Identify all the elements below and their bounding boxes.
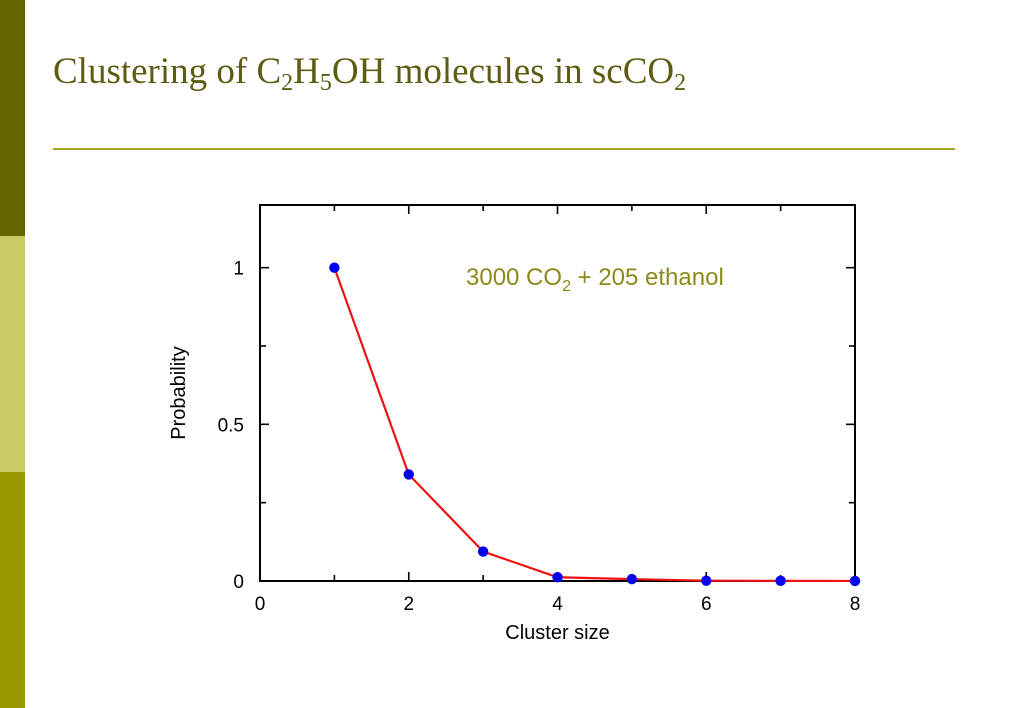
series-line xyxy=(333,267,856,583)
plot-frame xyxy=(259,204,856,582)
sidebar-band-bottom xyxy=(0,472,25,708)
data-point xyxy=(329,262,340,273)
chart-annotation: 3000 CO2 + 205 ethanol xyxy=(466,264,724,295)
title-divider xyxy=(53,148,955,150)
data-point xyxy=(775,575,786,587)
data-point xyxy=(403,469,414,480)
sidebar-band-middle xyxy=(0,236,25,472)
annotation-text: 3000 CO xyxy=(466,264,562,291)
data-point xyxy=(626,573,638,585)
probability-chart: 0 2 4 6 8 0 0.5 1 Cluster size Probability 3000 CO… xyxy=(168,204,861,644)
title-subscript: 2 xyxy=(281,70,294,96)
title-subscript: 5 xyxy=(319,70,332,96)
y-axis-label: Probability xyxy=(168,346,190,439)
title-text: Clustering of C xyxy=(53,51,282,92)
data-point xyxy=(701,575,712,586)
x-tick-label: 2 xyxy=(403,594,414,615)
title-subscript: 2 xyxy=(674,70,687,96)
title-text: H xyxy=(293,51,320,92)
y-tick-label: 1 xyxy=(233,259,244,280)
data-point xyxy=(849,575,861,587)
x-tick-label: 0 xyxy=(255,594,266,615)
y-tick-label: 0.5 xyxy=(218,415,244,436)
annotation-text: + 205 ethanol xyxy=(571,264,724,291)
x-tick-label: 4 xyxy=(552,594,563,615)
data-point xyxy=(552,572,563,583)
x-tick-label: 6 xyxy=(701,594,712,615)
y-tick-label: 0 xyxy=(233,572,244,593)
annotation-subscript: 2 xyxy=(562,278,571,295)
x-tick-label: 8 xyxy=(850,594,861,615)
sidebar-band-top xyxy=(0,0,25,236)
title-text: OH molecules in scCO xyxy=(331,51,675,92)
x-axis-label: Cluster size xyxy=(505,622,609,644)
data-point xyxy=(477,546,489,557)
slide-title: Clustering of C2H5OH molecules in scCO2 xyxy=(53,50,687,96)
